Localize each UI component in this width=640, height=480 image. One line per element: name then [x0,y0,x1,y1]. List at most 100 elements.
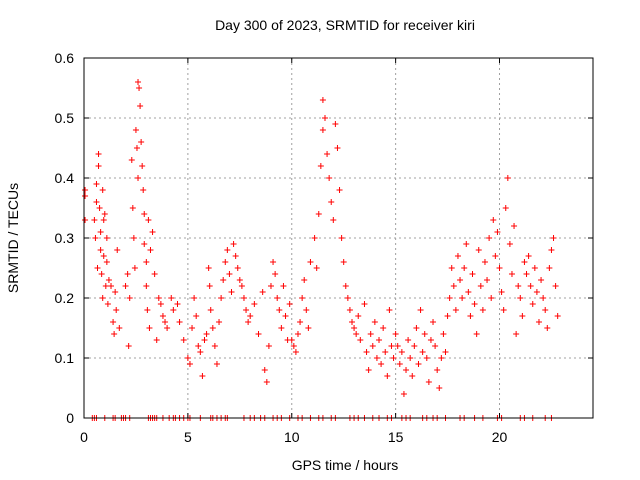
data-point [415,361,422,367]
data-point [508,271,515,277]
data-point [432,343,439,349]
data-point [220,277,227,283]
data-point [103,259,110,265]
data-point [403,367,410,373]
data-point [452,307,459,313]
data-point [396,361,403,367]
data-point [122,283,129,289]
data-point [226,271,233,277]
data-point [261,367,268,373]
data-point [342,283,349,289]
data-point [409,373,416,379]
data-point [438,355,445,361]
data-point [330,217,337,223]
data-point [280,283,287,289]
data-point [95,151,102,157]
data-point [382,349,389,355]
data-point [419,349,426,355]
data-point [153,337,160,343]
data-point [164,325,171,331]
data-point [267,283,274,289]
data-point [199,373,206,379]
data-point [326,175,333,181]
data-point [457,277,464,283]
data-point [494,229,501,235]
data-point [361,301,368,307]
data-point [490,217,497,223]
data-point [546,265,553,271]
data-point [191,295,198,301]
data-point [114,247,121,253]
data-point [141,211,148,217]
data-point [236,277,243,283]
data-point [436,385,443,391]
data-point [390,355,397,361]
data-point [270,259,277,265]
data-point [371,319,378,325]
data-point [442,349,449,355]
y-tick-label: 0.5 [55,110,75,126]
data-point [195,343,202,349]
data-point [369,343,376,349]
y-tick-label: 0.1 [55,350,75,366]
data-point [124,271,131,277]
data-point [278,325,285,331]
data-point [548,247,555,253]
data-point [97,229,104,235]
data-point [155,295,162,301]
data-point [550,235,557,241]
data-point [450,283,457,289]
data-point [440,331,447,337]
data-point [444,313,451,319]
data-point [498,289,505,295]
data-point [398,349,405,355]
data-point [82,193,89,199]
data-point [99,295,106,301]
data-point [157,301,164,307]
data-point [496,265,503,271]
data-point [434,367,441,373]
data-point [502,205,509,211]
data-point [151,271,158,277]
data-point [319,97,326,103]
data-point [147,247,154,253]
data-point [425,379,432,385]
data-point [136,85,143,91]
data-point [234,265,241,271]
data-point [272,271,279,277]
data-point [317,163,324,169]
data-point [197,349,204,355]
data-point [538,277,545,283]
data-point [353,331,360,337]
data-point [251,301,258,307]
data-point [209,325,216,331]
data-point [159,313,166,319]
data-point [162,319,169,325]
data-point [484,277,491,283]
data-point [373,355,380,361]
data-point [344,295,351,301]
data-point [324,151,331,157]
data-point [332,121,339,127]
data-point [529,301,536,307]
data-point [112,289,119,295]
data-point [265,343,272,349]
data-point [542,307,549,313]
data-point [321,115,328,121]
data-point [423,355,430,361]
data-point [519,313,526,319]
data-point [380,325,387,331]
data-point [349,319,356,325]
data-point [104,301,111,307]
data-point [92,235,99,241]
data-point [492,253,499,259]
data-point [365,367,372,373]
data-point [259,289,266,295]
data-point [294,331,301,337]
data-point [319,127,326,133]
data-point [411,343,418,349]
data-point [315,211,322,217]
y-tick-label: 0.6 [55,50,75,66]
data-point [392,331,399,337]
